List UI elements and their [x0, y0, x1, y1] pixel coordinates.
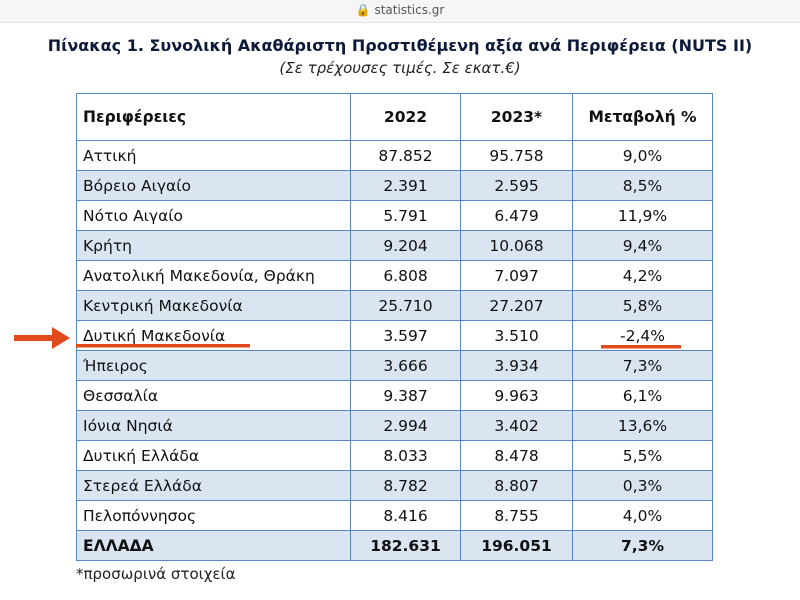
table-row: ΕΛΛΑΔΑ 182.631 196.051 7,3%	[76, 530, 713, 561]
arrow	[14, 327, 70, 349]
table-row: Στερεά Ελλάδα 8.782 8.807 0,3%	[76, 470, 713, 501]
value-cell: 2.595	[460, 170, 573, 201]
table-subtitle: (Σε τρέχουσες τιμές. Σε εκατ.€)	[279, 59, 521, 77]
table-title: Πίνακας 1. Συνολική Ακαθάριστη Προστιθέμ…	[47, 36, 753, 55]
table-row: Δυτική Ελλάδα 8.033 8.478 5,5%	[76, 440, 713, 471]
table-row: Κρήτη 9.204 10.068 9,4%	[76, 230, 713, 261]
value-cell: 2.994	[350, 410, 461, 441]
table-row: Βόρειο Αιγαίο 2.391 2.595 8,5%	[76, 170, 713, 201]
value-cell: 3.597	[350, 320, 461, 351]
column-header: Περιφέρειες	[76, 93, 351, 141]
value-cell: 8.807	[460, 470, 573, 501]
value-cell: 6,1%	[572, 380, 713, 411]
value-cell: 9.204	[350, 230, 461, 261]
value-cell: 9,4%	[572, 230, 713, 261]
underline	[76, 344, 250, 348]
value-cell: 6.808	[350, 260, 461, 291]
region-cell: Ανατολική Μακεδονία, Θράκη	[76, 260, 351, 291]
value-cell: 5.791	[350, 200, 461, 231]
underline	[601, 345, 681, 349]
region-cell: Βόρειο Αιγαίο	[76, 170, 351, 201]
region-cell: Κρήτη	[76, 230, 351, 261]
region-cell: ΕΛΛΑΔΑ	[76, 530, 351, 561]
region-cell: Κεντρική Μακεδονία	[76, 290, 351, 321]
url[interactable]: 🔒 statistics.gr	[355, 3, 445, 17]
table-row: Ήπειρος 3.666 3.934 7,3%	[76, 350, 713, 381]
value-cell: 11,9%	[572, 200, 713, 231]
value-cell: 27.207	[460, 290, 573, 321]
value-cell: 3.934	[460, 350, 573, 381]
value-cell: 25.710	[350, 290, 461, 321]
region-cell: Πελοπόννησος	[76, 500, 351, 531]
data-table: Περιφέρειες 2022 2023* Μεταβολή % Αττική 87.…	[76, 93, 713, 561]
column-header: 2022	[350, 93, 461, 141]
value-cell: 9.387	[350, 380, 461, 411]
value-cell: 9.963	[460, 380, 573, 411]
region-cell: Ιόνια Νησιά	[76, 410, 351, 441]
value-cell: 3.510	[460, 320, 573, 351]
table-row: Πελοπόννησος 8.416 8.755 4,0%	[76, 500, 713, 531]
value-cell: 196.051	[460, 530, 573, 561]
value-cell: 3.666	[350, 350, 461, 381]
value-cell: 95.758	[460, 140, 573, 171]
value-cell: 7,3%	[572, 350, 713, 381]
value-cell: 87.852	[350, 140, 461, 171]
browser-bar: 🔒 statistics.gr	[0, 0, 800, 23]
value-cell: 4,0%	[572, 500, 713, 531]
value-cell: 7,3%	[572, 530, 713, 561]
value-cell: 8.033	[350, 440, 461, 471]
footnote: *προσωρινά στοιχεία	[76, 565, 236, 583]
value-cell: 9,0%	[572, 140, 713, 171]
value-cell: 8.416	[350, 500, 461, 531]
value-cell: 8.755	[460, 500, 573, 531]
url-text[interactable]: statistics.gr	[374, 3, 445, 17]
value-cell: 182.631	[350, 530, 461, 561]
header-row: Περιφέρειες 2022 2023* Μεταβολή %	[76, 93, 713, 141]
column-header: 2023*	[460, 93, 573, 141]
value-cell: 6.479	[460, 200, 573, 231]
value-cell: -2,4%	[572, 320, 713, 351]
value-cell: 8.478	[460, 440, 573, 471]
table-row: Ιόνια Νησιά 2.994 3.402 13,6%	[76, 410, 713, 441]
table-row: Κεντρική Μακεδονία 25.710 27.207 5,8%	[76, 290, 713, 321]
table-row: Θεσσαλία 9.387 9.963 6,1%	[76, 380, 713, 411]
value-cell: 0,3%	[572, 470, 713, 501]
table-row: Αττική 87.852 95.758 9,0%	[76, 140, 713, 171]
region-cell: Ήπειρος	[76, 350, 351, 381]
value-cell: 5,5%	[572, 440, 713, 471]
value-cell: 2.391	[350, 170, 461, 201]
value-cell: 5,8%	[572, 290, 713, 321]
value-cell: 4,2%	[572, 260, 713, 291]
table-row: Νότιο Αιγαίο 5.791 6.479 11,9%	[76, 200, 713, 231]
value-cell: 13,6%	[572, 410, 713, 441]
column-header: Μεταβολή %	[572, 93, 713, 141]
region-cell: Στερεά Ελλάδα	[76, 470, 351, 501]
table-row: Ανατολική Μακεδονία, Θράκη 6.808 7.097 4,2%	[76, 260, 713, 291]
